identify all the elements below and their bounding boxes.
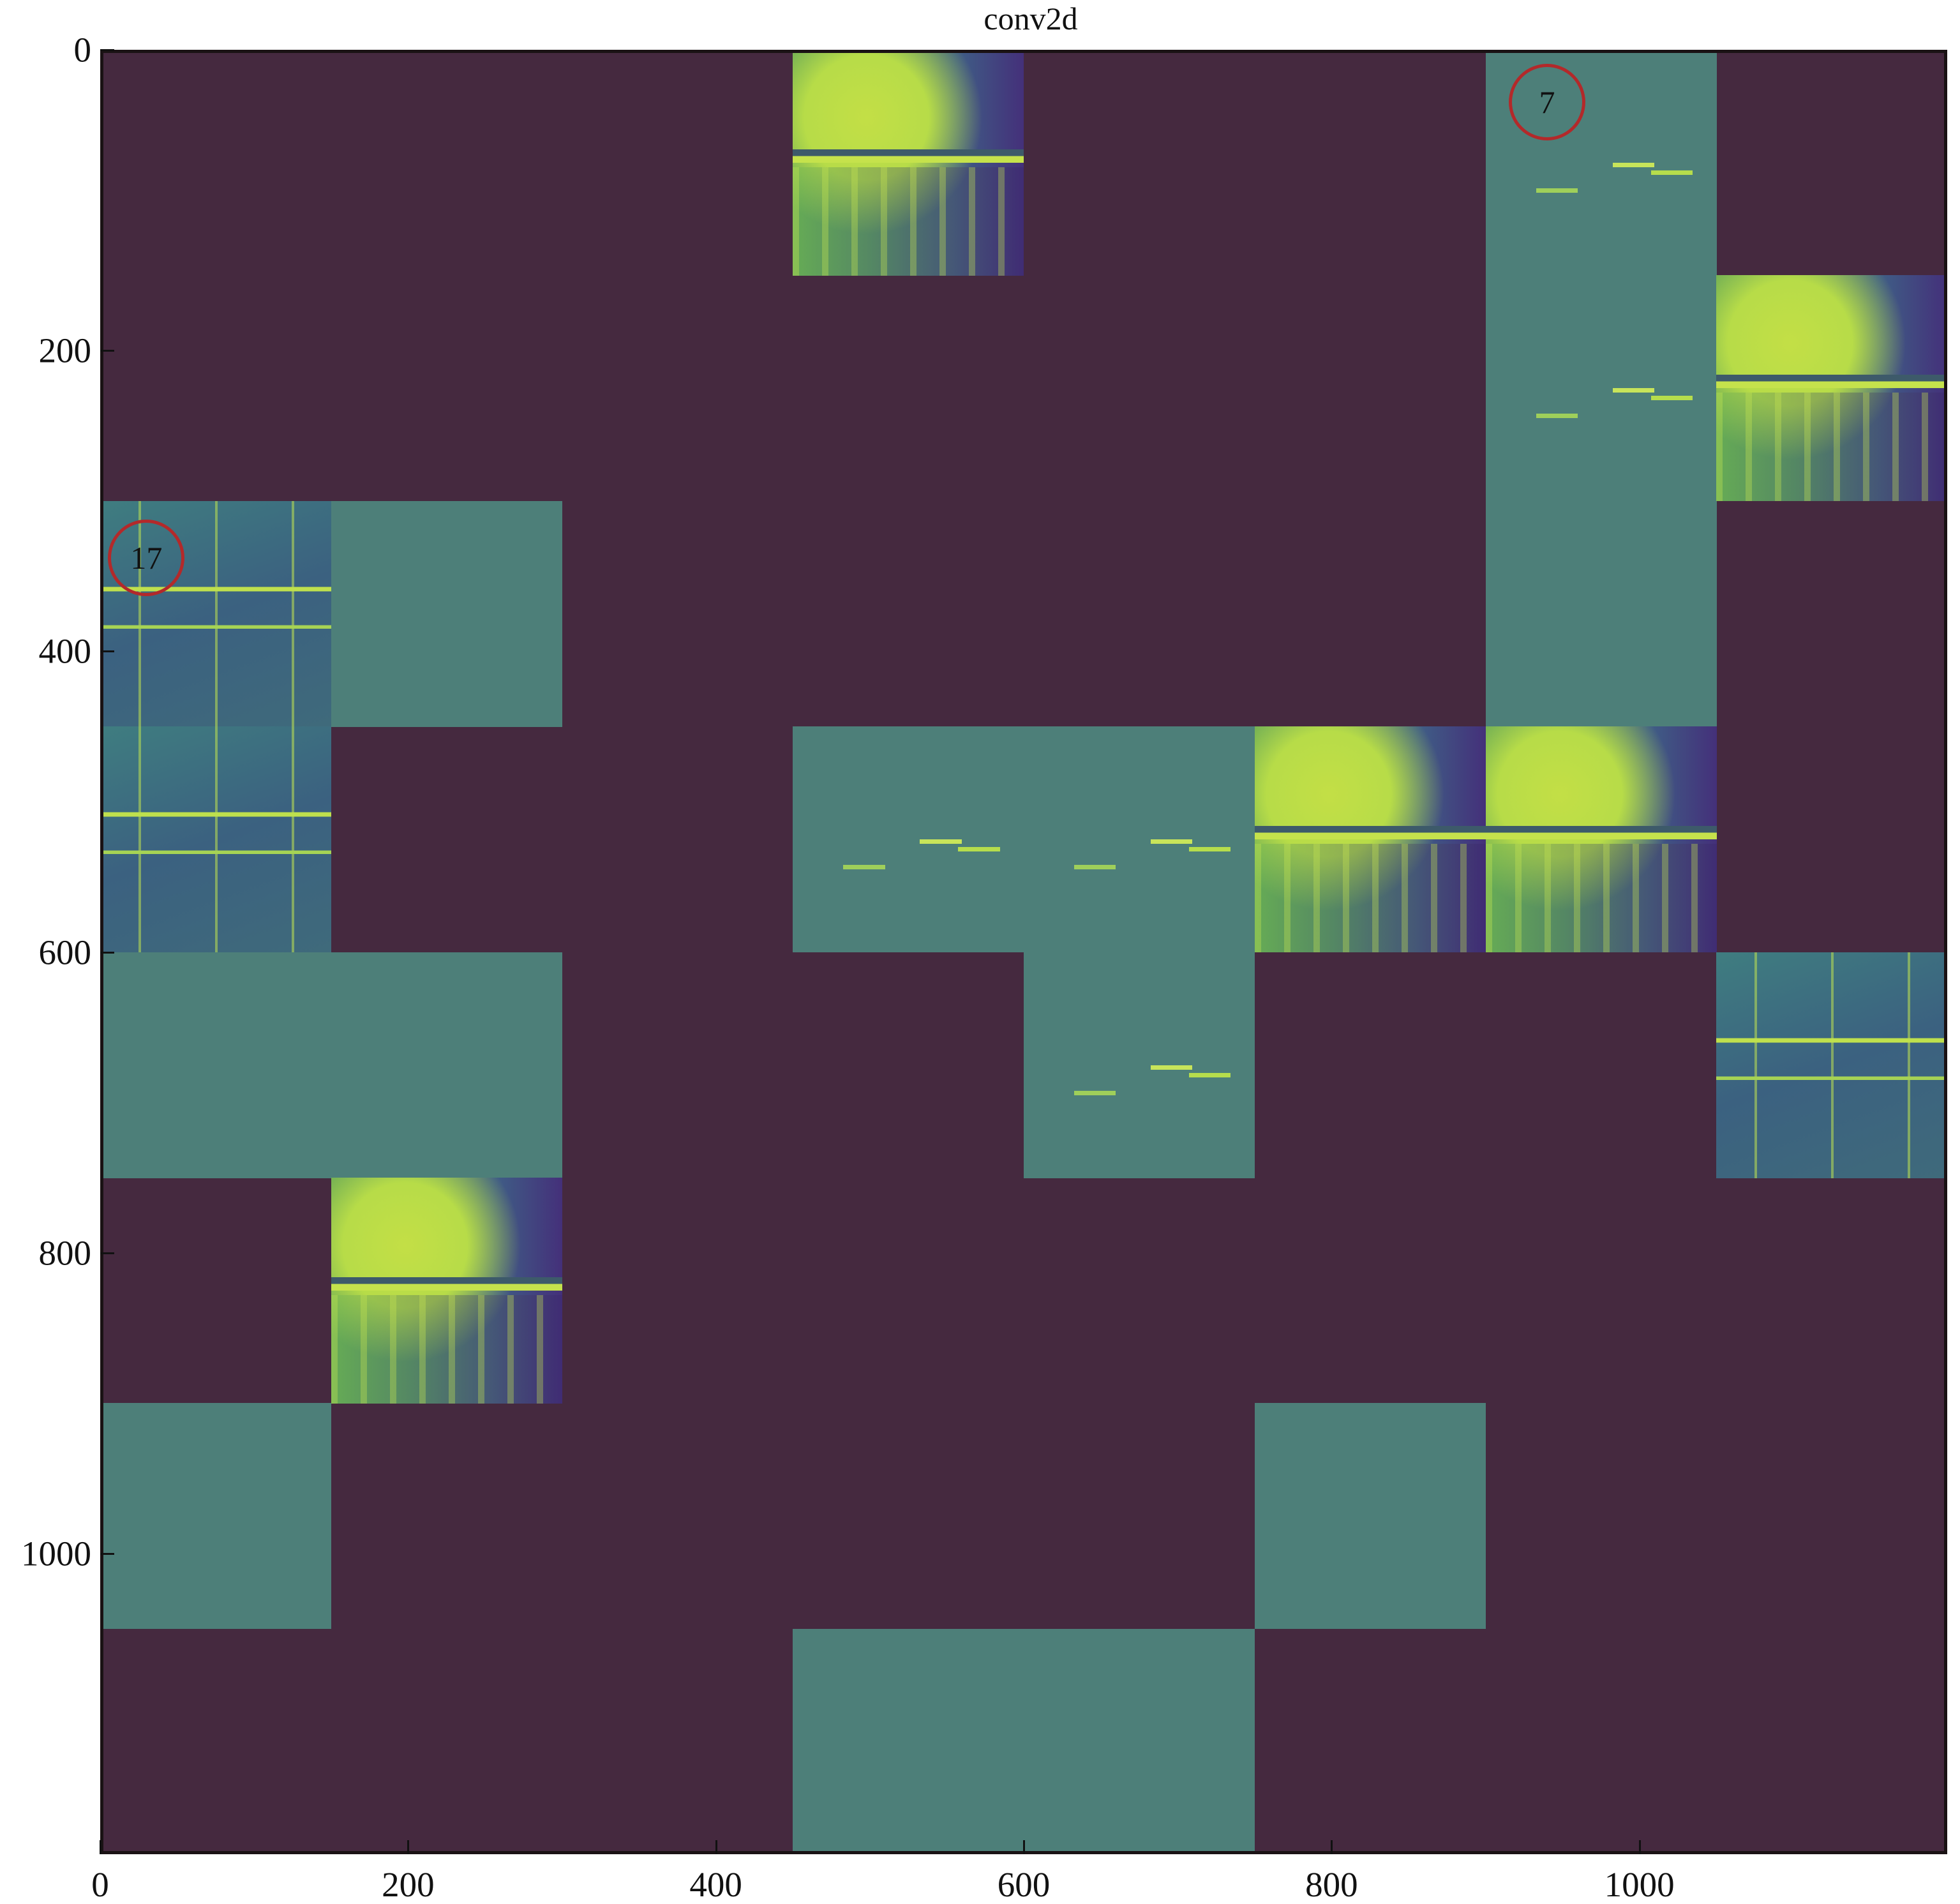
feature-map-tile — [1254, 1403, 1486, 1630]
feature-map-tile — [103, 952, 331, 1178]
feature-map-tile — [103, 726, 331, 953]
x-tick-label: 0 — [91, 1865, 109, 1904]
feature-map-tile — [1485, 726, 1717, 953]
feature-map-tile — [1716, 275, 1944, 502]
feature-map-tile — [1254, 726, 1486, 953]
x-tick — [1331, 1840, 1333, 1854]
annotation-circle: 17 — [108, 519, 185, 596]
feature-map-tile — [103, 1403, 331, 1630]
y-tick-label: 1000 — [21, 1534, 91, 1573]
feature-map-tile — [331, 500, 562, 727]
y-tick — [100, 1552, 114, 1555]
x-tick — [100, 1840, 101, 1854]
feature-map-tile — [793, 53, 1024, 276]
y-tick-label: 800 — [38, 1233, 92, 1273]
y-tick-label: 200 — [38, 331, 92, 370]
x-tick — [1638, 1840, 1641, 1854]
y-tick-label: 0 — [73, 30, 92, 70]
x-tick-label: 800 — [1305, 1865, 1358, 1904]
y-tick-label: 400 — [38, 631, 92, 671]
feature-map-tile — [793, 1628, 1024, 1851]
x-tick-label: 400 — [689, 1865, 742, 1904]
y-tick — [100, 951, 114, 954]
feature-map-tile — [1024, 1628, 1255, 1851]
y-tick — [100, 650, 114, 653]
feature-map-tile — [331, 1177, 562, 1404]
chart-title: conv2d — [984, 1, 1078, 36]
y-tick — [100, 350, 114, 352]
x-tick-label: 200 — [382, 1865, 435, 1904]
feature-map-tile — [1485, 275, 1717, 502]
plot-area — [100, 50, 1947, 1854]
annotation-circle: 7 — [1508, 63, 1585, 140]
y-tick-label: 600 — [38, 933, 92, 971]
x-tick — [715, 1840, 717, 1854]
feature-map-tile — [1485, 500, 1717, 727]
x-tick-label: 600 — [997, 1865, 1051, 1904]
x-tick-label: 1000 — [1604, 1865, 1675, 1904]
feature-map-tile — [331, 952, 562, 1178]
y-tick — [100, 1252, 114, 1254]
x-tick — [1023, 1840, 1025, 1854]
x-tick — [407, 1840, 410, 1854]
feature-map-tile — [793, 726, 1024, 953]
feature-map-tile — [1024, 726, 1255, 953]
feature-map-tile — [1716, 952, 1944, 1178]
feature-map-tile — [1024, 952, 1255, 1178]
y-tick — [100, 49, 114, 51]
